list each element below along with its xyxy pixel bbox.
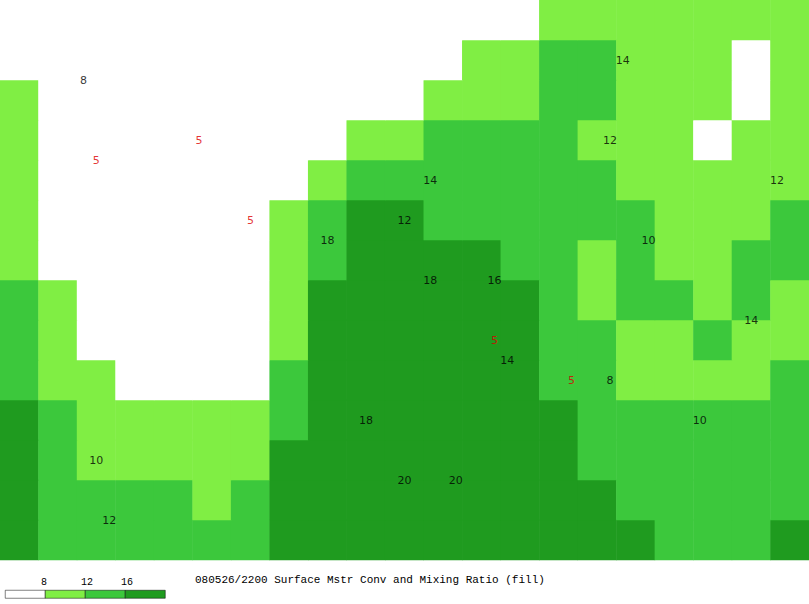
- svg-text:5: 5: [196, 134, 203, 147]
- svg-text:14: 14: [744, 314, 758, 327]
- svg-text:5: 5: [247, 214, 254, 227]
- svg-text:8: 8: [606, 374, 613, 387]
- svg-text:12: 12: [398, 214, 412, 227]
- svg-text:8: 8: [80, 74, 87, 87]
- svg-text:5: 5: [491, 334, 498, 347]
- svg-text:10: 10: [693, 414, 707, 427]
- svg-text:18: 18: [320, 234, 334, 247]
- svg-text:8: 8: [41, 577, 47, 588]
- svg-text:18: 18: [423, 274, 437, 287]
- svg-text:5: 5: [93, 154, 100, 167]
- svg-text:20: 20: [398, 474, 412, 487]
- svg-text:5: 5: [568, 374, 575, 387]
- svg-text:20: 20: [449, 474, 463, 487]
- svg-text:16: 16: [121, 577, 133, 588]
- svg-text:14: 14: [500, 354, 514, 367]
- svg-text:10: 10: [641, 234, 655, 247]
- svg-text:14: 14: [423, 174, 437, 187]
- svg-text:14: 14: [616, 54, 630, 67]
- svg-text:16: 16: [487, 274, 501, 287]
- svg-text:12: 12: [603, 134, 617, 147]
- svg-text:080526/2200 Surface Mstr Conv: 080526/2200 Surface Mstr Conv and Mixing…: [195, 574, 545, 586]
- svg-text:12: 12: [102, 514, 116, 527]
- svg-text:18: 18: [359, 414, 373, 427]
- svg-text:10: 10: [89, 454, 103, 467]
- svg-text:12: 12: [81, 577, 93, 588]
- svg-text:12: 12: [770, 174, 784, 187]
